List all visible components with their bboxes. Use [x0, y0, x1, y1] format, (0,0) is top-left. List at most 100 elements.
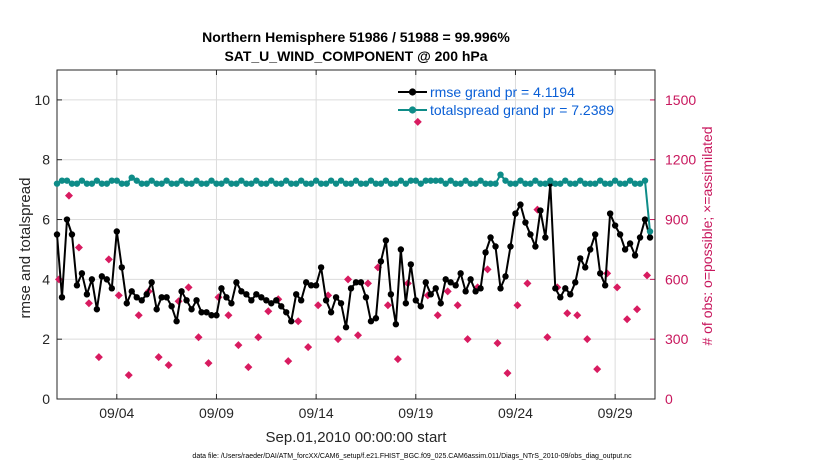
rmse-point [352, 279, 360, 286]
rmse-point [621, 246, 629, 253]
obs-marker [523, 279, 532, 288]
rmse-point [158, 294, 165, 301]
totalspread-point [616, 180, 624, 187]
legend-spread-label: totalspread grand pr = 7.2389 [430, 102, 614, 118]
totalspread-point [263, 180, 270, 187]
totalspread-point [283, 177, 290, 184]
rmse-point [616, 231, 624, 238]
totalspread-point [631, 180, 639, 187]
obs-marker [244, 363, 253, 372]
obs-marker [64, 191, 73, 200]
obs-marker [194, 333, 203, 342]
totalspread-point [88, 180, 96, 187]
y-axis-label: rmse and totalspread [17, 178, 34, 319]
rmse-point [283, 309, 290, 316]
totalspread-point [173, 180, 180, 187]
obs-marker [344, 275, 353, 284]
rmse-point [527, 231, 534, 238]
obs-marker [613, 283, 622, 292]
y-right-tick-label: 1500 [665, 92, 696, 108]
obs-marker [643, 271, 652, 280]
y-right-tick-label: 300 [665, 331, 689, 347]
rmse-point [582, 264, 589, 271]
rmse-point [397, 246, 405, 253]
totalspread-point [572, 180, 579, 187]
totalspread-point [507, 180, 514, 187]
plot-area [56, 69, 656, 400]
obs-marker [94, 353, 103, 362]
totalspread-point [452, 180, 459, 187]
obs-marker [563, 309, 572, 318]
obs-marker [383, 301, 392, 310]
rmse-point [472, 288, 479, 295]
x-tick-label: 09/29 [598, 405, 633, 421]
totalspread-point [472, 180, 479, 187]
totalspread-point [477, 177, 484, 184]
obs-marker [623, 315, 632, 324]
totalspread-point [636, 180, 644, 187]
obs-marker [334, 335, 343, 344]
rmse-point [327, 309, 335, 316]
totalspread-point [582, 180, 589, 187]
rmse-point [163, 294, 170, 301]
totalspread-point [148, 177, 155, 184]
totalspread-point [223, 177, 230, 184]
totalspread-point [611, 177, 619, 184]
rmse-point [93, 306, 101, 313]
rmse-point [596, 270, 604, 277]
obs-marker [543, 333, 552, 342]
totalspread-point [278, 180, 285, 187]
totalspread-point [337, 177, 345, 184]
rmse-point [482, 249, 489, 256]
rmse-point [592, 231, 599, 238]
rmse-point [587, 246, 594, 253]
rmse-point [407, 261, 415, 268]
totalspread-point [228, 180, 235, 187]
rmse-point [208, 312, 215, 319]
totalspread-point [268, 177, 275, 184]
totalspread-point [542, 180, 549, 187]
totalspread-point [198, 180, 205, 187]
totalspread-point [317, 180, 325, 187]
rmse-point [552, 285, 559, 292]
totalspread-point [83, 180, 91, 187]
rmse-point [198, 309, 205, 316]
rmse-point [537, 207, 544, 214]
rmse-point [228, 300, 235, 307]
rmse-point [98, 273, 106, 280]
totalspread-point [248, 180, 255, 187]
totalspread-point [153, 180, 160, 187]
rmse-point [248, 297, 255, 304]
obs-marker [353, 331, 362, 340]
totalspread-point [502, 177, 509, 184]
rmse-point [322, 297, 330, 304]
totalspread-point [273, 180, 280, 187]
totalspread-point [577, 177, 584, 184]
totalspread-point [646, 228, 654, 235]
rmse-point [402, 300, 410, 307]
x-tick-label: 09/24 [498, 405, 533, 421]
obs-marker [124, 371, 133, 380]
obs-marker [413, 117, 422, 126]
y-axis-right-label: # of obs: o=possible; ×=assimilated [699, 126, 715, 345]
totalspread-point [397, 177, 405, 184]
totalspread-point [641, 177, 649, 184]
totalspread-point [297, 177, 305, 184]
totalspread-point [188, 180, 195, 187]
obs-marker [493, 339, 502, 348]
axis-ticks: 09/04 09/09 09/14 09/19 09/24 09/29 0 2 4 6 8 10 0 30… [34, 70, 696, 421]
rmse-point [58, 294, 66, 301]
totalspread-point [108, 177, 116, 184]
totalspread-point [93, 177, 101, 184]
y-right-tick-label: 600 [665, 271, 689, 287]
obs-marker [453, 301, 462, 310]
rmse-point [253, 291, 260, 298]
y-tick-label: 8 [42, 152, 50, 168]
rmse-point [392, 321, 400, 328]
y-tick-label: 2 [42, 331, 50, 347]
rmse-point [148, 279, 155, 286]
totalspread-point [367, 177, 375, 184]
totalspread-point [447, 177, 454, 184]
x-tick-label: 09/04 [99, 405, 134, 421]
